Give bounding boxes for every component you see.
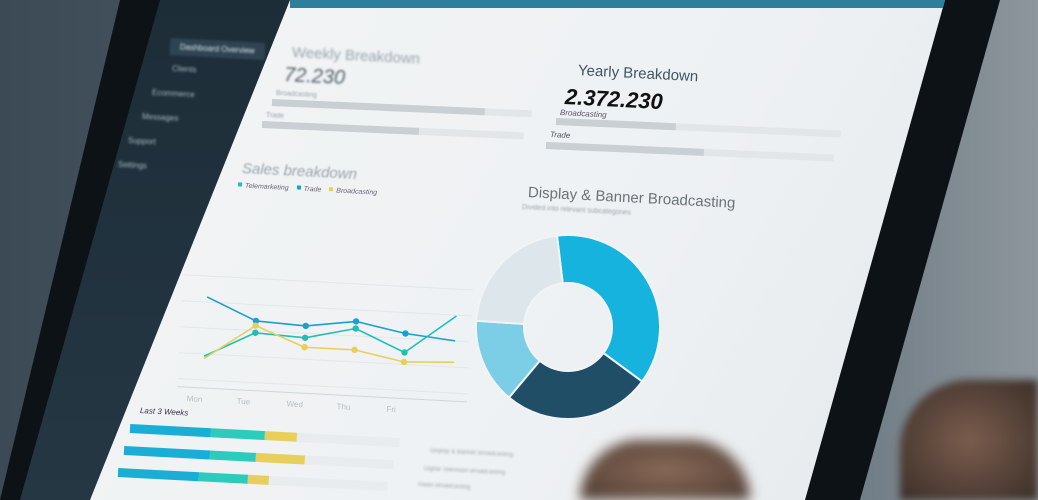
data-point xyxy=(252,322,259,329)
hand xyxy=(900,380,1038,500)
series-line-trade xyxy=(206,296,456,342)
x-tick-label: Thu xyxy=(336,402,350,412)
donut-slice xyxy=(475,234,564,326)
week-bar-segment xyxy=(264,431,298,442)
data-point xyxy=(401,349,408,356)
x-axis xyxy=(177,386,468,403)
donut-slice xyxy=(507,351,644,420)
x-tick-label: Fri xyxy=(386,405,396,414)
series-line-telemarketing xyxy=(203,315,457,357)
data-point xyxy=(252,329,259,336)
data-point xyxy=(302,322,309,330)
data-point xyxy=(252,317,260,325)
data-point xyxy=(301,334,309,341)
data-point xyxy=(301,344,308,351)
grid-line xyxy=(183,274,473,291)
x-tick-label: Tue xyxy=(236,397,250,407)
donut-slice xyxy=(555,234,661,383)
x-tick-label: Mon xyxy=(187,394,203,404)
data-point xyxy=(400,358,408,366)
week-bar-segment xyxy=(247,474,270,485)
data-point xyxy=(402,330,409,337)
x-tick-label: Wed xyxy=(286,399,303,409)
data-point xyxy=(352,318,360,325)
grid-line xyxy=(179,352,469,369)
donut-chart xyxy=(475,234,661,420)
grid-line xyxy=(177,378,468,395)
data-point xyxy=(351,346,358,354)
grid-line xyxy=(181,300,472,317)
data-point xyxy=(352,325,359,332)
hand xyxy=(580,440,750,500)
series-line-broadcasting xyxy=(203,324,455,364)
